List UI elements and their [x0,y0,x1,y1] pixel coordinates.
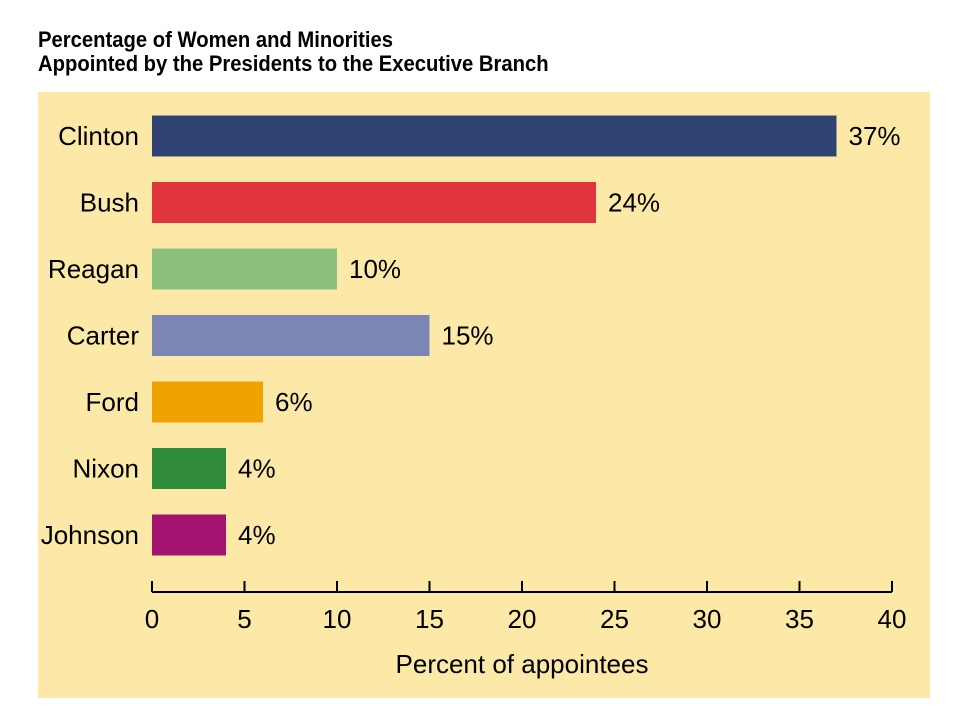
x-tick-label-35: 35 [785,604,814,634]
x-tick-label-40: 40 [878,604,907,634]
category-label-nixon: Nixon [73,454,139,484]
x-tick-label-10: 10 [323,604,352,634]
value-label-carter: 15% [442,321,494,351]
value-label-johnson: 4% [238,520,276,550]
category-label-reagan: Reagan [48,254,139,284]
x-axis-title: Percent of appointees [396,649,649,679]
value-label-bush: 24% [608,188,660,218]
chart-title: Percentage of Women and Minorities Appoi… [38,28,549,76]
category-label-johnson: Johnson [41,520,139,550]
x-tick-label-20: 20 [508,604,537,634]
value-label-reagan: 10% [349,254,401,284]
category-label-carter: Carter [67,321,140,351]
x-axis: 0 5 10 15 20 25 30 35 40 [145,581,907,634]
bar-ford [152,381,263,423]
chart-title-line-2: Appointed by the Presidents to the Execu… [38,51,549,76]
x-tick-label-15: 15 [415,604,444,634]
bar-clinton [152,115,837,157]
value-label-ford: 6% [275,387,313,417]
bar-johnson [152,514,226,556]
bar-bush [152,182,596,223]
bar-reagan [152,248,337,290]
category-label-bush: Bush [80,188,139,218]
category-label-ford: Ford [86,387,139,417]
x-tick-label-25: 25 [600,604,629,634]
bar-nixon [152,448,226,489]
value-label-clinton: 37% [849,121,901,151]
chart-title-line-1: Percentage of Women and Minorities [38,27,394,52]
x-tick-label-0: 0 [145,604,159,634]
category-label-clinton: Clinton [58,121,139,151]
x-tick-label-30: 30 [693,604,722,634]
bars-layer: Clinton 37% Bush 24% Reagan 10% Carter 15% Ford 6… [41,115,901,556]
value-label-nixon: 4% [238,454,276,484]
bar-carter [152,315,430,356]
x-tick-label-5: 5 [237,604,251,634]
